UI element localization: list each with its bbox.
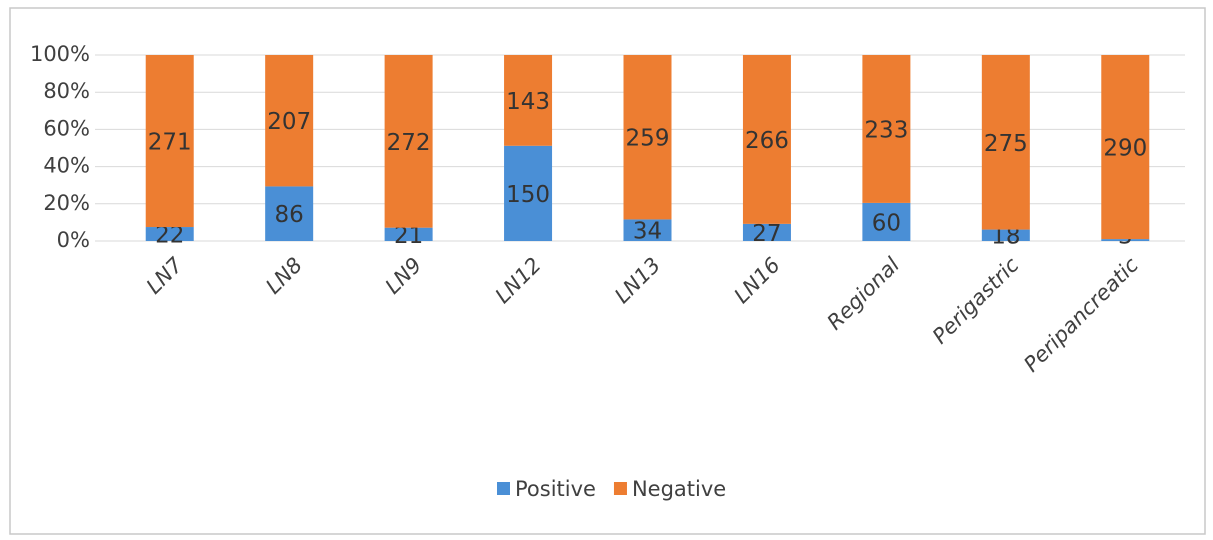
y-tick-label: 40%: [43, 154, 90, 178]
bar-segment: [504, 145, 553, 241]
y-tick-label: 100%: [30, 42, 90, 66]
bar-segment: [742, 55, 791, 224]
bar-segment: [265, 55, 314, 187]
y-tick-label: 60%: [43, 116, 90, 140]
data-label: 60: [872, 210, 901, 236]
data-label: 290: [1103, 136, 1147, 162]
data-label: 272: [387, 130, 431, 156]
data-label: 27: [752, 221, 781, 247]
bar-segment: [145, 227, 194, 241]
bar-segment: [265, 186, 314, 241]
bar-segment: [145, 55, 194, 228]
y-tick-label: 80%: [43, 79, 90, 103]
data-label: 207: [267, 109, 311, 135]
data-label: 143: [506, 89, 550, 115]
bar-segment: [504, 55, 553, 146]
data-label: 259: [626, 126, 670, 152]
data-label: 266: [745, 128, 789, 154]
legend-swatch: [497, 482, 510, 495]
bar-segment: [384, 227, 433, 241]
bar-segment: [623, 219, 672, 241]
bar-segment: [1101, 239, 1150, 241]
data-label: 86: [275, 202, 304, 228]
data-label: 271: [148, 130, 192, 156]
bar-segment: [623, 55, 672, 220]
bar-segment: [981, 55, 1030, 230]
bar-segment: [384, 55, 433, 228]
bar-segment: [862, 55, 911, 203]
bar-segment: [981, 229, 1030, 241]
data-label: 150: [506, 182, 550, 208]
data-label: 233: [864, 117, 908, 143]
bar-segment: [862, 202, 911, 241]
legend-label: Positive: [515, 477, 596, 501]
legend-label: Negative: [632, 477, 726, 501]
data-label: 34: [633, 219, 662, 245]
legend-swatch: [613, 482, 627, 495]
y-tick-label: 0%: [57, 228, 90, 252]
bar-segment: [742, 223, 791, 241]
y-tick-label: 20%: [43, 191, 90, 215]
data-label: 275: [984, 131, 1028, 157]
bar-segment: [1101, 55, 1150, 240]
